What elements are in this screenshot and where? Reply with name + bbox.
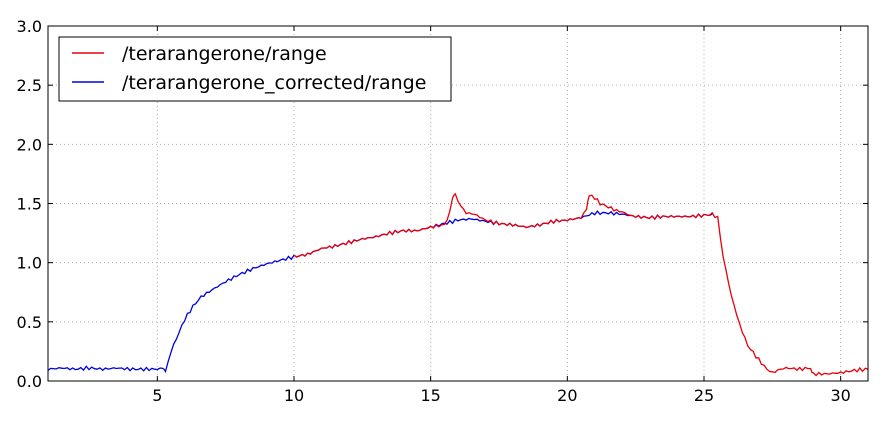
y-tick-label: 2.5 (17, 76, 42, 95)
ticks: 5 10 15 20 25 30 0.0 0.5 1.0 1.5 2.0 2.5 3.0 (17, 17, 868, 405)
legend-box (58, 36, 452, 102)
x-tick-label: 5 (152, 386, 162, 405)
series-layer (48, 192, 868, 377)
x-tick-label: 10 (284, 386, 304, 405)
y-tick-label: 2.0 (17, 135, 42, 154)
series-line-terarangerone-range (293, 192, 868, 377)
y-tick-label: 0.0 (17, 372, 42, 391)
y-tick-label: 1.0 (17, 254, 42, 273)
x-tick-label: 30 (830, 386, 850, 405)
x-tick-label: 25 (694, 386, 714, 405)
x-tick-label: 15 (420, 386, 440, 405)
y-tick-label: 0.5 (17, 313, 42, 332)
legend-label-terarangerone-range: /terarangerone/range (122, 43, 327, 65)
legend: /terarangerone/range /terarangerone_corr… (58, 36, 452, 102)
legend-label-terarangerone-corrected-range: /terarangerone_corrected/range (122, 72, 426, 94)
y-tick-label: 1.5 (17, 195, 42, 214)
y-tick-label: 3.0 (17, 17, 42, 36)
x-tick-label: 20 (557, 386, 577, 405)
